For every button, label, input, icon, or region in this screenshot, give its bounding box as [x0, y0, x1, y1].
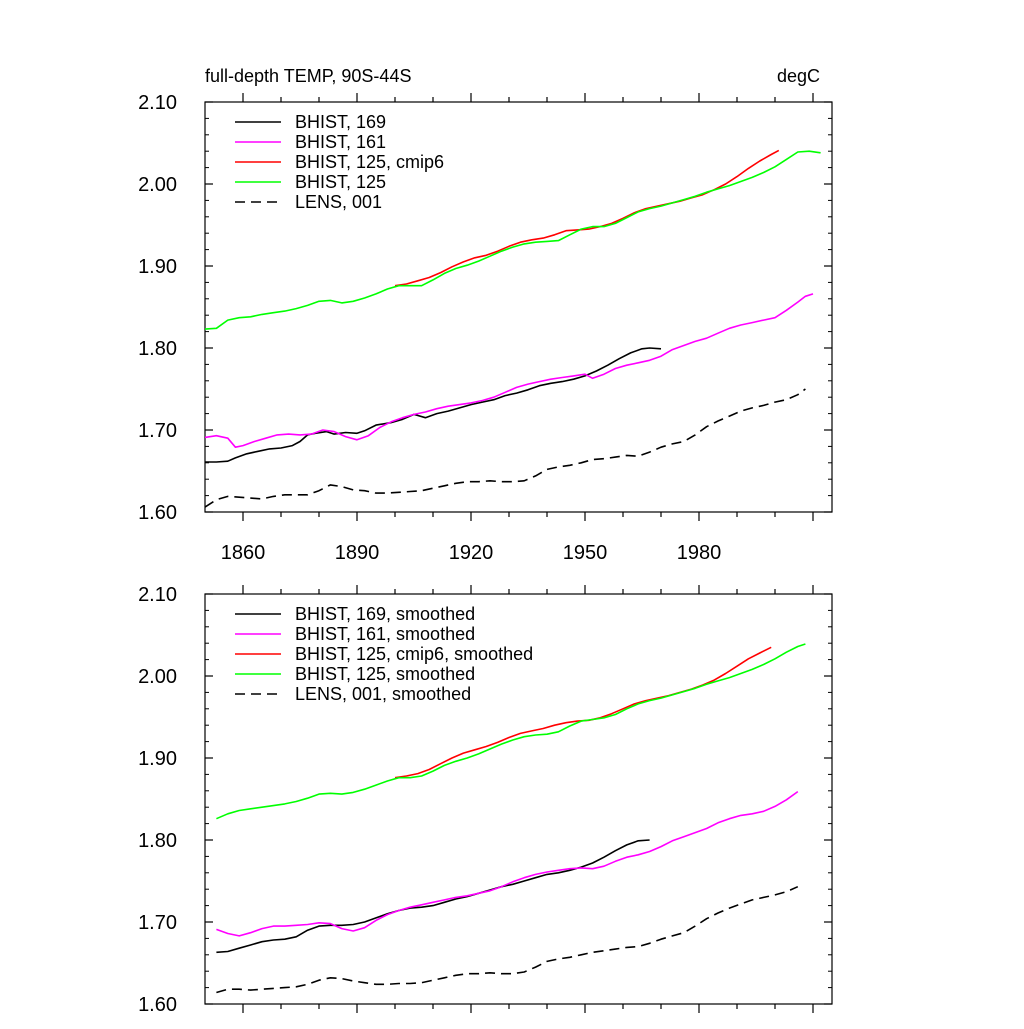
units-label: degC	[777, 66, 820, 86]
x-tick-label: 1860	[221, 542, 266, 564]
legend-label: BHIST, 125, cmip6, smoothed	[295, 644, 533, 664]
y-tick-label: 1.70	[138, 912, 177, 934]
top-panel: 1.60 1.70 1.80 1.90 2.00 2.10 1860 1890 1920 1950…	[138, 92, 833, 564]
x-tick-label: 1920	[449, 542, 494, 564]
legend-label: BHIST, 169	[295, 112, 386, 132]
series-line-1	[205, 347, 662, 463]
legend-label: LENS, 001	[295, 192, 382, 212]
series-line-2	[216, 790, 799, 937]
x-tick-label: 1890	[335, 542, 380, 564]
x-tick-label: 1980	[677, 542, 722, 564]
series-line-4	[204, 150, 821, 330]
legend-label: BHIST, 125	[295, 172, 386, 192]
legend-label: BHIST, 169, smoothed	[295, 604, 475, 624]
legend-label: LENS, 001, smoothed	[295, 684, 471, 704]
y-tick-label: 1.70	[138, 420, 177, 442]
series-line-1	[216, 839, 650, 954]
y-tick-label: 2.10	[138, 92, 177, 114]
series-line-4	[216, 643, 806, 820]
y-tick-label: 1.60	[138, 994, 177, 1016]
y-tick-label: 1.90	[138, 748, 177, 770]
y-tick-label: 1.90	[138, 256, 177, 278]
y-tick-label: 1.60	[138, 502, 177, 524]
legend-label: BHIST, 125, smoothed	[295, 664, 475, 684]
y-tick-label: 1.80	[138, 830, 177, 852]
y-tick-label: 2.00	[138, 174, 177, 196]
legend-label: BHIST, 161, smoothed	[295, 624, 475, 644]
y-tick-label: 2.10	[138, 584, 177, 606]
y-tick-label: 2.00	[138, 666, 177, 688]
series-line-2	[204, 293, 814, 448]
plot-frame	[204, 101, 833, 513]
plot-frame	[204, 593, 833, 1005]
legend-label: BHIST, 161	[295, 132, 386, 152]
series-line-5	[216, 885, 799, 994]
y-tick-label: 1.80	[138, 338, 177, 360]
x-tick-label: 1950	[563, 542, 608, 564]
legend-label: BHIST, 125, cmip6	[295, 152, 444, 172]
series-line-3	[394, 149, 780, 287]
series-line-5	[204, 388, 806, 508]
chart-title: full-depth TEMP, 90S-44S	[205, 66, 411, 86]
bottom-panel: 1.60 1.70 1.80 1.90 2.00 2.10 BHIST, 169, smoo…	[138, 584, 833, 1016]
